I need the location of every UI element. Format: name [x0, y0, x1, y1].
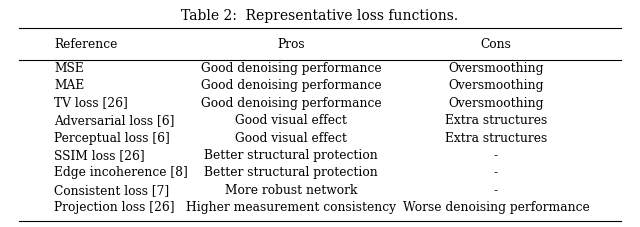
Text: Oversmoothing: Oversmoothing	[448, 62, 544, 75]
Text: Better structural protection: Better structural protection	[204, 149, 378, 162]
Text: Cons: Cons	[481, 38, 511, 51]
Text: Extra structures: Extra structures	[445, 114, 547, 127]
Text: Good denoising performance: Good denoising performance	[201, 79, 381, 92]
Text: MSE: MSE	[54, 62, 84, 75]
Text: Perceptual loss [6]: Perceptual loss [6]	[54, 131, 170, 145]
Text: Good visual effect: Good visual effect	[236, 114, 347, 127]
Text: Edge incoherence [8]: Edge incoherence [8]	[54, 166, 188, 180]
Text: Consistent loss [7]: Consistent loss [7]	[54, 184, 170, 197]
Text: Extra structures: Extra structures	[445, 131, 547, 145]
Text: Oversmoothing: Oversmoothing	[448, 79, 544, 92]
Text: Reference: Reference	[54, 38, 118, 51]
Text: Good visual effect: Good visual effect	[236, 131, 347, 145]
Text: Adversarial loss [6]: Adversarial loss [6]	[54, 114, 175, 127]
Text: Oversmoothing: Oversmoothing	[448, 96, 544, 110]
Text: Pros: Pros	[277, 38, 305, 51]
Text: Good denoising performance: Good denoising performance	[201, 96, 381, 110]
Text: TV loss [26]: TV loss [26]	[54, 96, 128, 110]
Text: Better structural protection: Better structural protection	[204, 166, 378, 180]
Text: Projection loss [26]: Projection loss [26]	[54, 201, 175, 215]
Text: -: -	[494, 166, 498, 180]
Text: Table 2:  Representative loss functions.: Table 2: Representative loss functions.	[181, 9, 459, 23]
Text: -: -	[494, 184, 498, 197]
Text: -: -	[494, 149, 498, 162]
Text: Worse denoising performance: Worse denoising performance	[403, 201, 589, 215]
Text: MAE: MAE	[54, 79, 84, 92]
Text: Good denoising performance: Good denoising performance	[201, 62, 381, 75]
Text: Higher measurement consistency: Higher measurement consistency	[186, 201, 396, 215]
Text: More robust network: More robust network	[225, 184, 357, 197]
Text: SSIM loss [26]: SSIM loss [26]	[54, 149, 145, 162]
